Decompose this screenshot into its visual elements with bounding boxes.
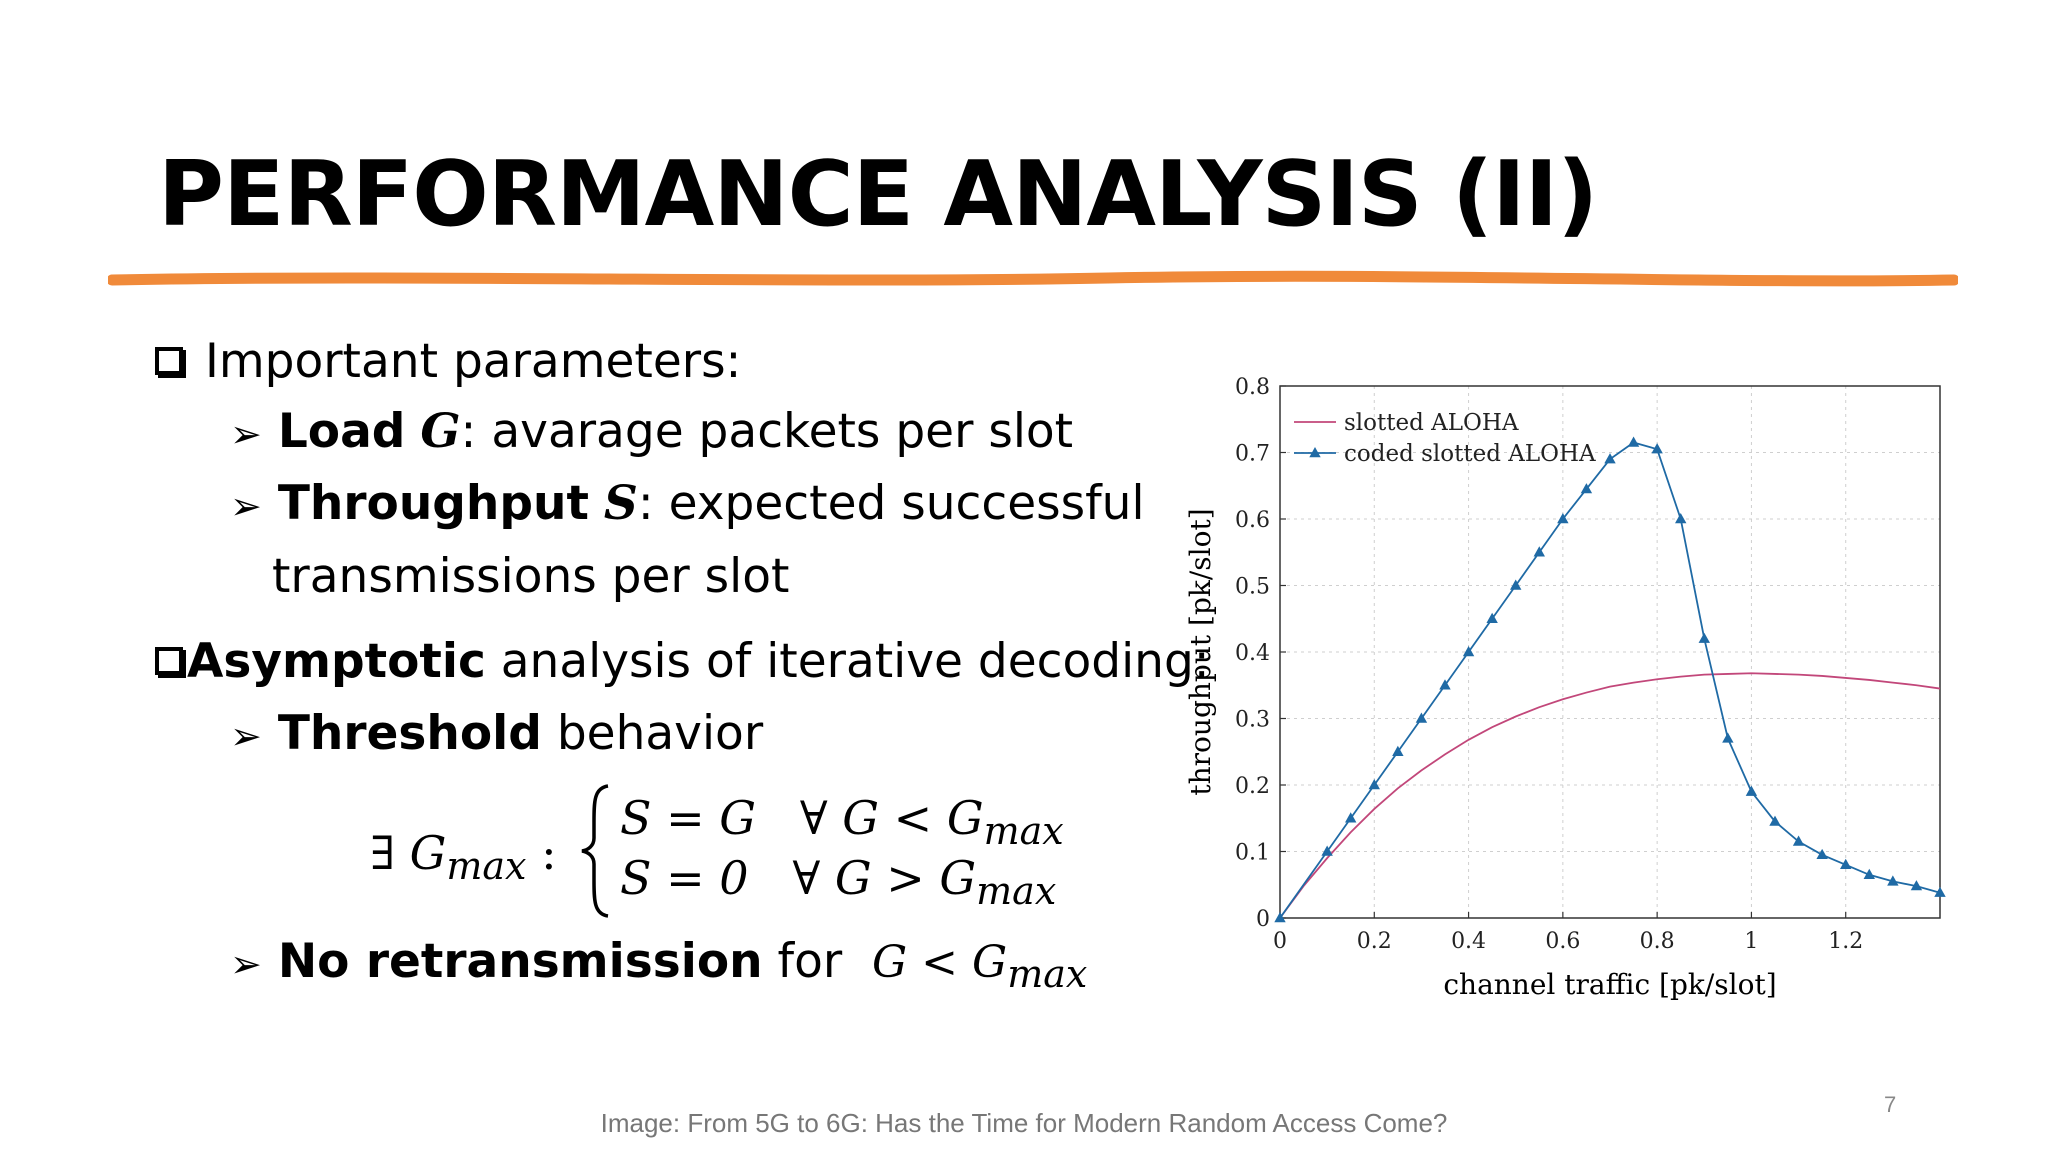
data-point xyxy=(1580,483,1593,494)
throughput-chart: 0 0.2 0.4 0.6 0.8 1 1.2 0 0.1 0.2 0.3 0.4 0.5 0.6 0.7 0… xyxy=(1184,375,1946,1001)
data-point xyxy=(1604,453,1616,464)
x-tick-label: 0.6 xyxy=(1545,929,1580,954)
y-tick-label: 0.2 xyxy=(1235,774,1270,799)
data-point xyxy=(1792,835,1805,846)
data-point xyxy=(1321,845,1333,856)
data-point xyxy=(1769,815,1781,826)
equation-row-2: S = 0 ∀ G > Gmax xyxy=(620,851,1057,913)
bullet-asymptotic: Asymptotic analysis of iterative decodin… xyxy=(155,638,1210,685)
data-point xyxy=(1863,868,1875,879)
x-tick-label: 0.2 xyxy=(1357,929,1392,954)
y-tick-label: 0.4 xyxy=(1235,641,1270,666)
data-point xyxy=(1651,443,1663,454)
bullet-throughput-continued: transmissions per slot xyxy=(272,549,790,604)
data-point xyxy=(1675,513,1687,524)
image-caption: Image: From 5G to 6G: Has the Time for M… xyxy=(600,1108,1448,1138)
series-line xyxy=(1279,441,1941,919)
bullet-no-retransmission: ➢ No retransmission for G < Gmax xyxy=(230,934,1088,996)
bullet-threshold: ➢ Threshold behavior xyxy=(230,706,764,761)
series-2 xyxy=(1274,436,1946,923)
checkbox-bullet-icon xyxy=(155,347,183,375)
title-underline xyxy=(108,270,1958,287)
data-point xyxy=(1439,679,1451,690)
x-axis-label: channel traffic [pk/slot] xyxy=(1443,968,1776,1001)
bullet-important-parameters: Important parameters: xyxy=(155,338,741,385)
chart-legend: slotted ALOHA coded slotted ALOHA xyxy=(1294,410,1596,467)
data-point xyxy=(1486,612,1498,623)
data-point xyxy=(1368,779,1380,790)
series-1 xyxy=(1279,672,1941,919)
data-point xyxy=(1745,785,1758,796)
y-tick-label: 0.7 xyxy=(1235,442,1270,467)
bullet-throughput: ➢ Throughput S: expected successful xyxy=(230,476,1145,531)
data-point xyxy=(1698,632,1710,643)
equation-exists: ∃ Gmax : xyxy=(370,826,557,888)
data-point xyxy=(1934,886,1946,897)
y-tick-label: 0.8 xyxy=(1235,375,1270,400)
chart-ticks: 0 0.2 0.4 0.6 0.8 1 1.2 0 0.1 0.2 0.3 0.4 0.5 0.6 0.7 0… xyxy=(1235,375,1863,954)
arrow-bullet-icon: ➢ xyxy=(230,942,262,986)
data-point xyxy=(1510,579,1522,590)
arrow-bullet-icon: ➢ xyxy=(230,714,262,758)
data-point xyxy=(1462,646,1475,657)
page-number: 7 xyxy=(1884,1092,1897,1117)
x-tick-label: 0 xyxy=(1273,929,1287,954)
data-point xyxy=(1533,546,1545,557)
equation-brace-icon xyxy=(581,784,609,918)
x-tick-label: 0.4 xyxy=(1451,929,1486,954)
data-point xyxy=(1557,513,1569,524)
slide-title: PERFORMANCE ANALYSIS (II) xyxy=(158,142,1598,247)
y-tick-label: 0.3 xyxy=(1235,708,1270,733)
y-tick-label: 0.5 xyxy=(1235,575,1270,600)
arrow-bullet-icon: ➢ xyxy=(230,484,262,528)
y-tick-label: 0.6 xyxy=(1235,508,1270,533)
y-tick-label: 0.1 xyxy=(1235,841,1270,866)
data-point xyxy=(1415,712,1428,723)
legend-label: slotted ALOHA xyxy=(1344,410,1519,436)
x-tick-label: 1 xyxy=(1744,929,1758,954)
y-tick-label: 0 xyxy=(1256,907,1270,932)
data-point xyxy=(1627,436,1640,447)
checkbox-bullet-icon xyxy=(155,647,183,675)
legend-marker xyxy=(1309,447,1321,458)
equation-row-1: S = G ∀ G < Gmax xyxy=(620,791,1064,853)
data-point xyxy=(1722,732,1734,743)
series-line xyxy=(1279,672,1941,919)
data-point xyxy=(1274,912,1286,923)
data-point xyxy=(1345,812,1357,823)
legend-label: coded slotted ALOHA xyxy=(1344,441,1596,467)
data-point xyxy=(1392,745,1404,756)
data-point xyxy=(1816,848,1828,860)
chart-series xyxy=(1274,436,1946,923)
data-point xyxy=(1910,880,1923,891)
arrow-bullet-icon: ➢ xyxy=(230,412,262,456)
chart-grid xyxy=(1279,385,1940,919)
x-tick-label: 1.2 xyxy=(1828,929,1863,954)
y-axis-label: throughput [pk/slot] xyxy=(1184,508,1217,795)
x-tick-label: 0.8 xyxy=(1640,929,1675,954)
bullet-load: ➢ Load G: avarage packets per slot xyxy=(230,404,1074,459)
data-point xyxy=(1840,858,1852,869)
data-point xyxy=(1887,875,1899,886)
